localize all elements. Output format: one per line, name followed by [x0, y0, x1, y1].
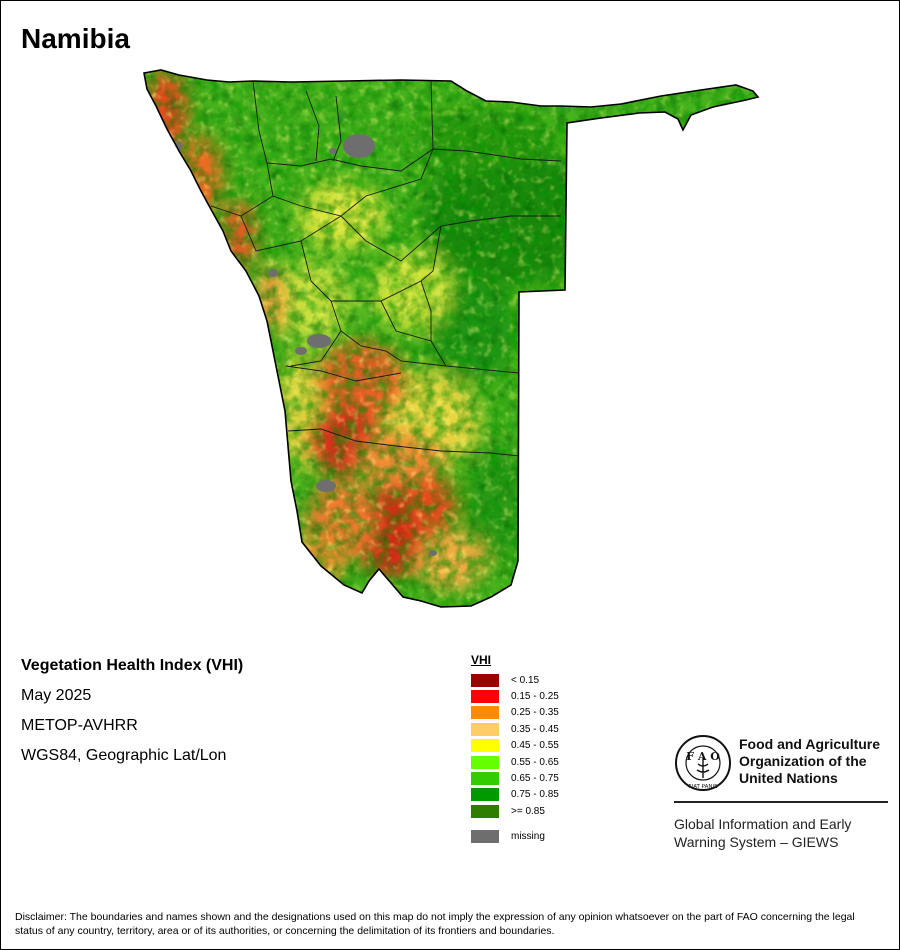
legend-swatch: [471, 722, 499, 736]
legend-label: 0.15 - 0.25: [511, 691, 559, 703]
svg-text:F A O: F A O: [686, 750, 720, 763]
legend-label: 0.45 - 0.55: [511, 740, 559, 752]
legend-label: 0.25 - 0.35: [511, 707, 559, 719]
map-title: Namibia: [21, 23, 130, 54]
vhi-legend: VHI < 0.15 0.15 - 0.25 0.25 - 0.35 0.35 - 0…: [471, 653, 559, 845]
sensor-name: METOP-AVHRR: [21, 717, 138, 734]
giews-name: Global Information and Early Warning Sys…: [674, 815, 851, 851]
legend-label: 0.75 - 0.85: [511, 789, 559, 801]
country-outline: [143, 69, 760, 608]
vhi-raster: [144, 70, 758, 607]
legend-swatch: [471, 804, 499, 818]
legend-swatch: [471, 772, 499, 786]
legend-item: 0.35 - 0.45: [471, 721, 559, 737]
legend-item: 0.75 - 0.85: [471, 787, 559, 803]
legend-item: < 0.15: [471, 672, 559, 688]
legend-label: 0.55 - 0.65: [511, 756, 559, 768]
fao-name-line2: Organization of the: [739, 753, 867, 769]
legend-swatch: [471, 755, 499, 769]
fao-divider: [674, 801, 888, 803]
legend-item: 0.65 - 0.75: [471, 770, 559, 786]
projection-label: WGS84, Geographic Lat/Lon: [21, 747, 227, 764]
legend-swatch: [471, 690, 499, 704]
fao-logo-icon: F A O FIAT PANIS: [675, 735, 731, 791]
legend-item-missing: missing: [471, 829, 559, 845]
legend-label: 0.65 - 0.75: [511, 773, 559, 785]
map-date: May 2025: [21, 687, 92, 704]
legend-label: < 0.15: [511, 674, 540, 686]
fao-name-line3: United Nations: [739, 770, 838, 786]
legend-swatch: [471, 788, 499, 802]
legend-classes: < 0.15 0.15 - 0.25 0.25 - 0.35 0.35 - 0.45 0…: [471, 672, 559, 820]
disclaimer-text: Disclaimer: The boundaries and names sho…: [15, 911, 855, 937]
product-name: Vegetation Health Index (VHI): [21, 657, 244, 674]
legend-label-missing: missing: [511, 831, 545, 843]
legend-swatch: [471, 739, 499, 753]
legend-item: 0.45 - 0.55: [471, 738, 559, 754]
fao-name-line1: Food and Agriculture: [739, 736, 881, 752]
fao-logo-motto: FIAT PANIS: [688, 784, 718, 790]
map-info: Vegetation Health Index (VHI) May 2025 M…: [21, 657, 243, 777]
legend-item: 0.15 - 0.25: [471, 688, 559, 704]
legend-swatch: [471, 673, 499, 687]
region-boundaries: [210, 80, 562, 457]
fao-name: Food and Agriculture Organization of the…: [739, 736, 880, 787]
giews-line2: Warning System – GIEWS: [674, 834, 839, 850]
legend-title: VHI: [471, 653, 492, 667]
legend-item: 0.25 - 0.35: [471, 705, 559, 721]
legend-label: >= 0.85: [511, 805, 545, 817]
legend-item: >= 0.85: [471, 803, 559, 819]
giews-line1: Global Information and Early: [674, 816, 852, 832]
legend-item: 0.55 - 0.65: [471, 754, 559, 770]
legend-swatch: [471, 706, 499, 720]
legend-swatch-missing: [471, 830, 499, 844]
legend-label: 0.35 - 0.45: [511, 723, 559, 735]
